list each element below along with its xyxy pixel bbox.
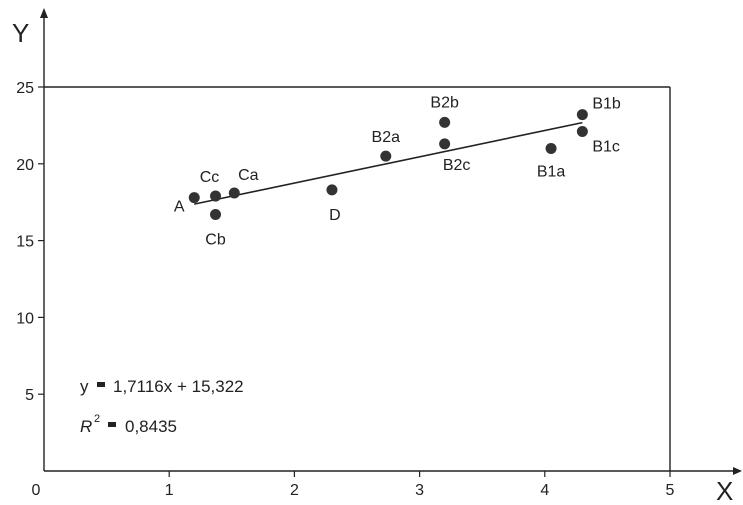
- point-label: B2a: [372, 129, 401, 146]
- x-axis-ticks: 0 1 2 3 4 5: [32, 471, 675, 499]
- equation-y: y: [80, 377, 89, 396]
- trendline: [194, 121, 583, 205]
- data-point: [576, 109, 588, 121]
- x-tick-label: 4: [540, 482, 549, 499]
- x-tick-label: 2: [290, 482, 299, 499]
- r2-exponent: 2: [94, 413, 100, 425]
- point-label: D: [329, 207, 341, 224]
- point-label: B2b: [430, 94, 459, 111]
- r2-equals-sign: [108, 422, 116, 427]
- y-tick-label: 10: [16, 310, 34, 327]
- data-point: [576, 126, 588, 138]
- point-label: B1a: [537, 163, 566, 180]
- point-label: Ca: [238, 167, 259, 184]
- x-tick-label: 3: [415, 482, 424, 499]
- y-axis-ticks: 5 10 15 20 25: [16, 80, 44, 404]
- data-point: [380, 150, 392, 162]
- r2-symbol: R: [80, 417, 92, 436]
- r2-value: 0,8435: [125, 417, 177, 436]
- equation-equals-sign: [97, 382, 105, 387]
- point-label: B1b: [592, 96, 621, 113]
- y-tick-label: 15: [16, 234, 34, 251]
- y-axis-arrowhead: [40, 8, 48, 18]
- point-label: A: [174, 199, 185, 216]
- plot-frame: [40, 8, 742, 475]
- data-points: [188, 109, 588, 220]
- data-point: [188, 192, 200, 204]
- point-label: Cb: [205, 231, 226, 248]
- data-point: [228, 187, 240, 199]
- data-point: [545, 142, 557, 154]
- equation-rhs: 1,7116x + 15,322: [113, 377, 244, 396]
- data-point: [210, 190, 222, 202]
- data-point: [210, 208, 222, 220]
- x-axis-label: X: [716, 476, 733, 505]
- point-labels: A Cc Ca Cb D B2a B2b B2c B1a B1b B1c: [174, 94, 621, 248]
- data-point: [326, 184, 338, 196]
- equation-annotation: y 1,7116x + 15,322 R 2 0,8435: [80, 377, 244, 436]
- x-axis-arrowhead: [733, 467, 742, 475]
- x-tick-label: 1: [165, 482, 174, 499]
- y-tick-label: 20: [16, 157, 34, 174]
- trendline-group: [194, 121, 583, 205]
- point-label: Cc: [200, 169, 220, 186]
- x-tick-label: 5: [666, 482, 675, 499]
- svg-text:y: y: [80, 377, 89, 396]
- point-label: B2c: [443, 157, 471, 174]
- point-label: B1c: [592, 139, 620, 156]
- data-point: [439, 138, 451, 150]
- y-axis-label: Y: [12, 18, 29, 48]
- y-tick-label: 5: [25, 387, 34, 404]
- y-tick-label: 25: [16, 80, 34, 97]
- x-tick-label: 0: [32, 482, 41, 499]
- data-point: [439, 116, 451, 128]
